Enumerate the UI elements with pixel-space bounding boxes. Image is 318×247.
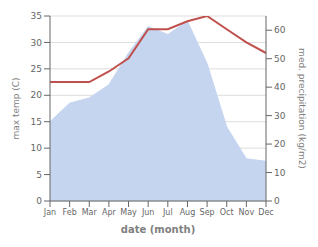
- svg-text:Aug: Aug: [180, 208, 196, 217]
- svg-text:May: May: [120, 208, 137, 217]
- svg-text:10: 10: [31, 143, 43, 153]
- svg-text:Feb: Feb: [63, 208, 77, 217]
- svg-text:Mar: Mar: [82, 208, 98, 217]
- svg-text:0: 0: [274, 196, 280, 206]
- svg-text:Jan: Jan: [43, 208, 56, 217]
- svg-text:50: 50: [274, 54, 286, 64]
- svg-text:25: 25: [31, 64, 42, 74]
- svg-text:35: 35: [31, 11, 42, 21]
- svg-text:30: 30: [31, 38, 43, 48]
- svg-text:Oct: Oct: [220, 208, 234, 217]
- svg-text:60: 60: [274, 25, 286, 35]
- svg-text:30: 30: [274, 111, 286, 121]
- svg-text:Apr: Apr: [102, 208, 117, 217]
- svg-text:max temp (C): max temp (C): [11, 77, 21, 139]
- svg-text:20: 20: [274, 139, 286, 149]
- svg-text:date (month): date (month): [121, 224, 195, 235]
- svg-text:Sep: Sep: [200, 208, 215, 217]
- svg-text:0: 0: [36, 196, 42, 206]
- svg-text:20: 20: [31, 90, 43, 100]
- svg-text:5: 5: [36, 170, 42, 180]
- svg-text:Nov: Nov: [239, 208, 255, 217]
- svg-text:Dec: Dec: [258, 208, 273, 217]
- svg-text:15: 15: [31, 117, 42, 127]
- svg-text:Jun: Jun: [141, 208, 155, 217]
- svg-text:40: 40: [274, 82, 286, 92]
- svg-text:med. precipitation (kg/m2): med. precipitation (kg/m2): [297, 48, 307, 169]
- svg-text:Jul: Jul: [162, 208, 173, 217]
- svg-text:10: 10: [274, 168, 286, 178]
